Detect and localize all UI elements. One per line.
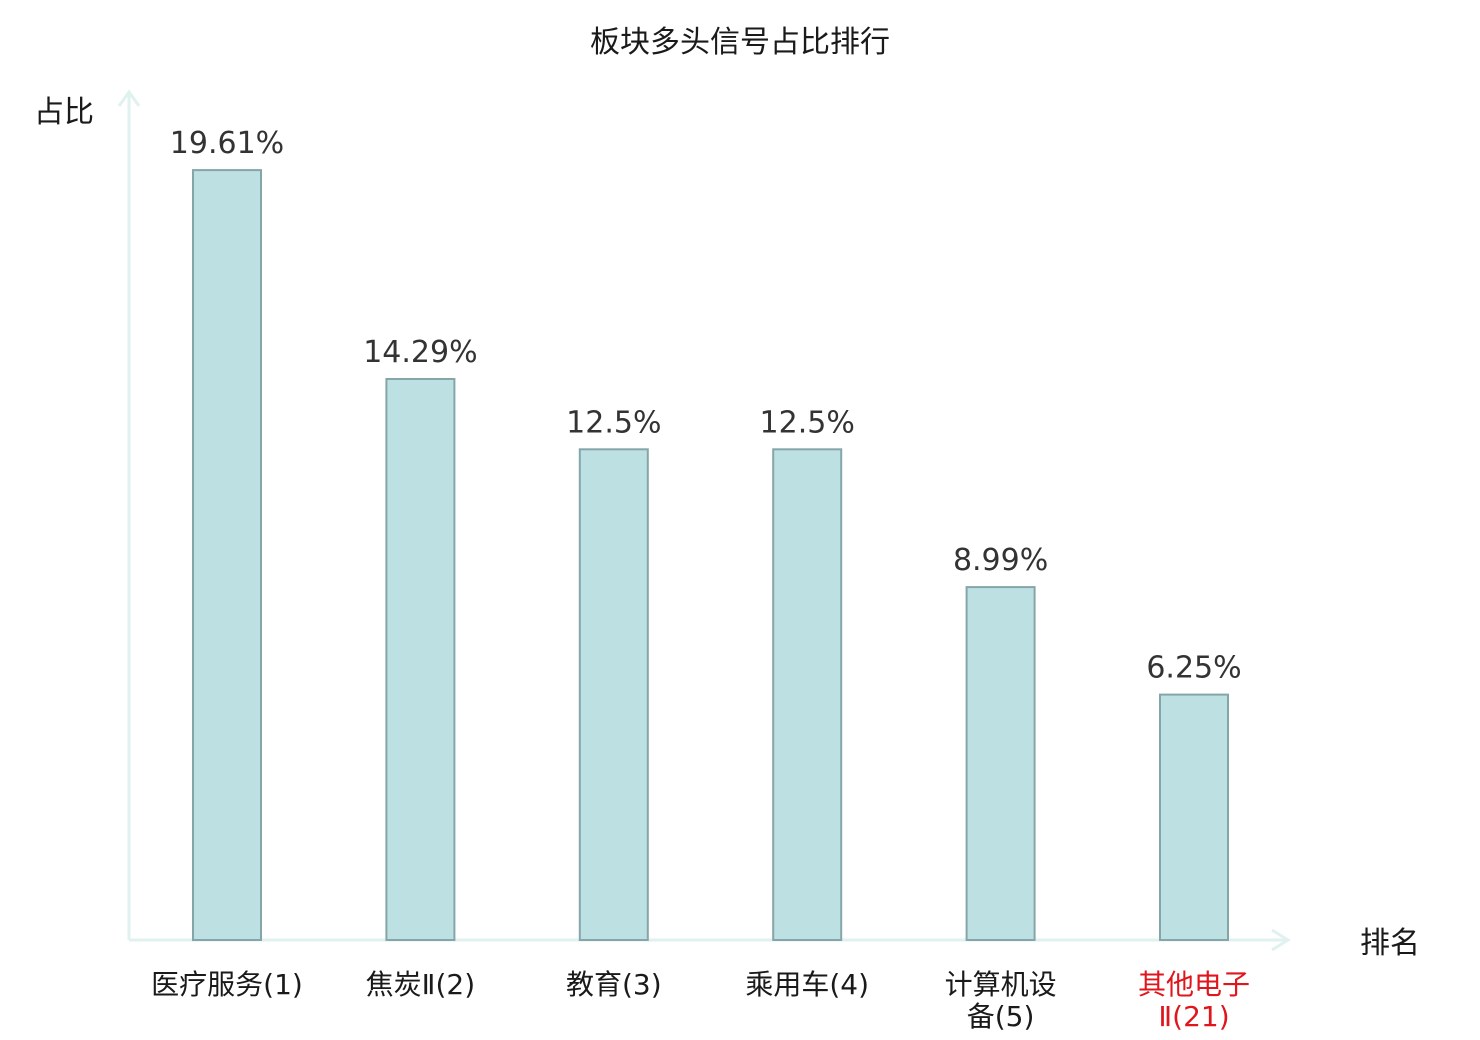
category-label-1-line-1: 医疗服务(1) [151,968,303,1001]
bars-group [192,169,1229,942]
value-label-6: 6.25% [1146,651,1241,686]
category-label-3-line-1: 教育(3) [566,968,662,1001]
bar-2 [385,378,456,941]
bar-3 [578,448,649,941]
value-label-5: 8.99% [953,543,1048,578]
value-label-1: 19.61% [170,126,284,161]
category-label-4-line-1: 乘用车(4) [745,968,869,1001]
category-label-6: 其他电子 Ⅱ(21) [1138,968,1250,1033]
y-axis-label: 占比 [34,95,94,130]
value-label-3: 12.5% [566,405,661,440]
category-label-1: 医疗服务(1) [151,968,303,1001]
category-label-4: 乘用车(4) [745,968,869,1001]
category-label-6-line-1: 其他电子 [1138,968,1250,1001]
category-label-2-line-1: 焦炭Ⅱ(2) [366,968,475,1001]
category-labels-group: 医疗服务(1) 焦炭Ⅱ(2) 教育(3) 乘用车(4) 计算机设备(5) 其他电子 Ⅱ(21… [151,968,1250,1033]
category-label-5-line-2: 备(5) [967,1000,1035,1033]
axes [117,89,1291,952]
bar-6 [1159,693,1229,941]
category-label-6-line-2: Ⅱ(21) [1158,1000,1229,1033]
bar-5 [965,586,1036,941]
category-label-5-line-1: 计算机设 [945,968,1057,1001]
y-axis-arrow [117,89,141,107]
value-labels-group: 19.61% 14.29% 12.5% 12.5% 8.99% 6.25% [170,126,1242,686]
category-label-2: 焦炭Ⅱ(2) [366,968,475,1001]
x-axis-label: 排名 [1360,926,1420,961]
bar-1 [192,169,262,942]
value-label-2: 14.29% [363,335,477,370]
chart-title: 板块多头信号占比排行 [590,25,890,60]
x-axis-arrow [1271,928,1291,952]
value-label-4: 12.5% [760,405,855,440]
category-label-3: 教育(3) [566,968,662,1001]
bar-4 [772,448,843,941]
category-label-5: 计算机设备(5) [945,968,1057,1033]
